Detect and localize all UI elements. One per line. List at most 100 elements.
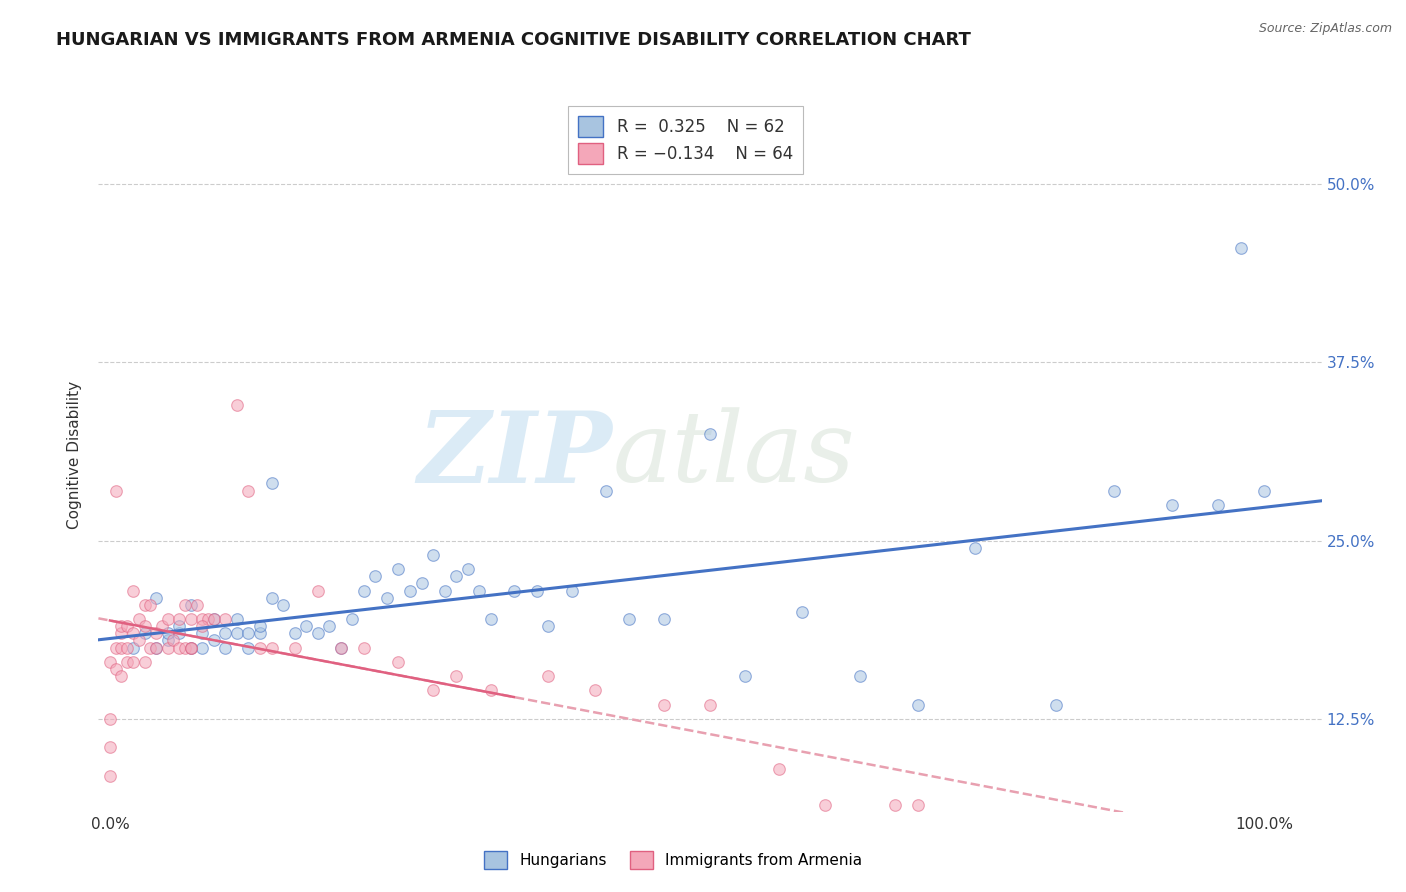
Point <box>104 640 127 655</box>
Point <box>145 626 167 640</box>
Point <box>134 655 156 669</box>
Point <box>98 740 121 755</box>
Point <box>502 583 524 598</box>
Point <box>186 598 208 612</box>
Point <box>167 640 190 655</box>
Point <box>110 626 132 640</box>
Point <box>162 633 184 648</box>
Point <box>202 612 225 626</box>
Point <box>479 612 502 626</box>
Point <box>249 640 271 655</box>
Point <box>353 583 375 598</box>
Point <box>202 633 225 648</box>
Point <box>1206 498 1229 512</box>
Point <box>122 626 145 640</box>
Point <box>849 669 872 683</box>
Y-axis label: Cognitive Disability: Cognitive Disability <box>67 381 83 529</box>
Point <box>225 612 247 626</box>
Point <box>98 712 121 726</box>
Point <box>284 626 307 640</box>
Point <box>156 612 179 626</box>
Point <box>156 626 179 640</box>
Point <box>139 640 162 655</box>
Point <box>444 569 467 583</box>
Point <box>583 683 606 698</box>
Point <box>191 640 214 655</box>
Point <box>117 655 139 669</box>
Point <box>110 640 132 655</box>
Point <box>122 583 145 598</box>
Point <box>128 633 150 648</box>
Point <box>98 769 121 783</box>
Point <box>134 598 156 612</box>
Point <box>98 655 121 669</box>
Point <box>145 640 167 655</box>
Point <box>699 426 721 441</box>
Point <box>180 612 202 626</box>
Point <box>110 669 132 683</box>
Point <box>411 576 433 591</box>
Point <box>122 640 145 655</box>
Point <box>191 619 214 633</box>
Point <box>849 812 872 826</box>
Point <box>191 626 214 640</box>
Point <box>180 598 202 612</box>
Point <box>792 605 814 619</box>
Point <box>1160 498 1182 512</box>
Point <box>214 612 236 626</box>
Point <box>399 583 422 598</box>
Point <box>318 619 340 633</box>
Text: atlas: atlas <box>612 408 855 502</box>
Point <box>271 598 294 612</box>
Point <box>375 591 398 605</box>
Point <box>433 583 456 598</box>
Point <box>652 698 675 712</box>
Point <box>422 683 444 698</box>
Point <box>734 669 756 683</box>
Text: HUNGARIAN VS IMMIGRANTS FROM ARMENIA COGNITIVE DISABILITY CORRELATION CHART: HUNGARIAN VS IMMIGRANTS FROM ARMENIA COG… <box>56 31 972 49</box>
Point <box>145 640 167 655</box>
Point <box>214 626 236 640</box>
Point <box>214 640 236 655</box>
Point <box>225 626 247 640</box>
Point <box>537 619 560 633</box>
Point <box>134 626 156 640</box>
Point <box>167 626 190 640</box>
Point <box>537 669 560 683</box>
Point <box>699 698 721 712</box>
Point <box>249 626 271 640</box>
Point <box>260 476 283 491</box>
Point <box>387 655 409 669</box>
Point <box>526 583 548 598</box>
Point <box>907 698 929 712</box>
Point <box>104 483 127 498</box>
Point <box>768 762 790 776</box>
Point <box>295 619 318 633</box>
Point <box>284 640 307 655</box>
Point <box>329 640 352 655</box>
Point <box>457 562 479 576</box>
Point <box>134 619 156 633</box>
Point <box>353 640 375 655</box>
Point <box>225 398 247 412</box>
Point <box>907 797 929 812</box>
Point <box>104 662 127 676</box>
Point <box>180 640 202 655</box>
Point <box>561 583 583 598</box>
Point <box>238 626 260 640</box>
Point <box>422 548 444 562</box>
Point <box>122 655 145 669</box>
Point <box>444 669 467 683</box>
Point <box>191 612 214 626</box>
Point <box>307 583 329 598</box>
Point <box>180 640 202 655</box>
Point <box>260 640 283 655</box>
Point <box>249 619 271 633</box>
Text: ZIP: ZIP <box>418 407 612 503</box>
Point <box>1045 698 1067 712</box>
Point <box>329 640 352 655</box>
Point <box>652 612 675 626</box>
Point <box>238 483 260 498</box>
Point <box>1102 483 1125 498</box>
Point <box>145 591 167 605</box>
